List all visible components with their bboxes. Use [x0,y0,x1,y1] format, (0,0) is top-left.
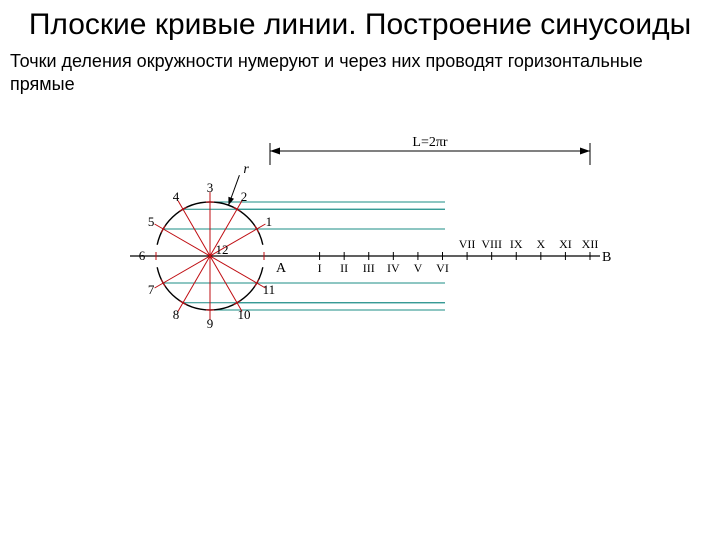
roman-label: III [363,261,375,275]
division-label: 4 [173,189,180,204]
roman-label: X [536,237,545,251]
page-subtitle: Точки деления окружности нумеруют и чере… [0,44,720,97]
roman-label: VII [459,237,476,251]
roman-label: IV [387,261,400,275]
roman-label: VI [436,261,449,275]
label-a: A [276,261,287,276]
roman-label: VIII [481,237,502,251]
roman-label: II [340,261,348,275]
division-label: 11 [263,282,276,297]
division-label: 5 [148,214,155,229]
roman-label: IX [510,237,523,251]
roman-label: V [414,261,423,275]
roman-label: XII [582,237,599,251]
division-label: 6 [139,248,146,263]
division-label: 8 [173,307,180,322]
dim-arrow-left [270,148,280,155]
division-label: 9 [207,316,214,331]
dim-arrow-right [580,148,590,155]
roman-label: XI [559,237,572,251]
division-label: 10 [238,307,251,322]
division-label: 3 [207,180,214,195]
radius-leader-arrow [228,197,234,206]
label-b: B [602,250,611,265]
division-label: 7 [148,282,155,297]
division-label: 2 [241,189,248,204]
page-title: Плоские кривые линии. Построение синусои… [0,0,720,44]
roman-label: I [318,261,322,275]
division-label: 1 [266,214,273,229]
dim-label: L=2πr [412,135,448,150]
radius-label: r [243,162,249,177]
division-label: 12 [216,242,229,257]
sinusoid-construction-diagram: 123456789101112rL=2πrABIIIIIIIVVVIVIIVII… [100,96,620,376]
